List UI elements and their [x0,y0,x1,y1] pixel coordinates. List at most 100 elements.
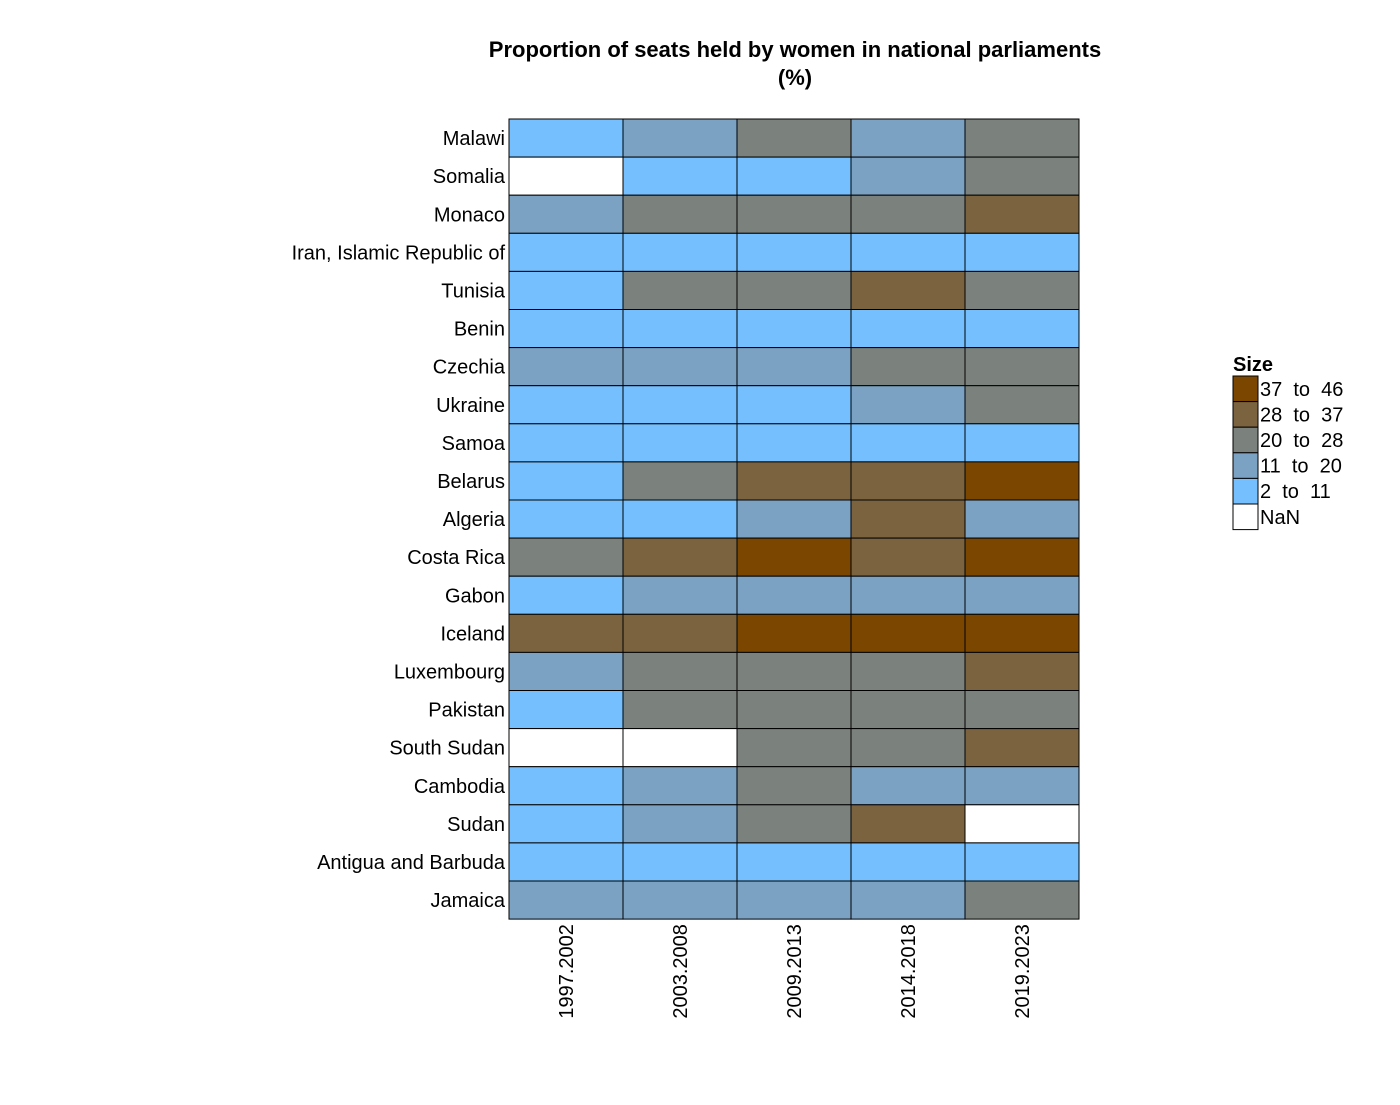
heatmap-cell-costa-rica-2019-2023 [964,537,1080,577]
heatmap-cell-pakistan-2003-2008 [622,690,738,730]
row-label-iran-islamic-republic-of: Iran, Islamic Republic of [292,242,506,264]
legend-swatch-2-to-11 [1232,477,1259,505]
heatmap-cell-ukraine-2014-2018 [850,385,966,425]
row-label-ukraine: Ukraine [436,395,505,417]
heatmap-cell-samoa-2014-2018 [850,423,966,463]
heatmap-cell-pakistan-2019-2023 [964,690,1080,730]
heatmap-cell-antigua-and-barbuda-1997-2002 [508,842,624,882]
heatmap-cell-ukraine-1997-2002 [508,385,624,425]
legend-label-nan: NaN [1260,507,1300,529]
heatmap-cell-czechia-2014-2018 [850,347,966,387]
heatmap-cell-gabon-2019-2023 [964,575,1080,615]
heatmap-cell-sudan-1997-2002 [508,804,624,844]
row-label-algeria: Algeria [443,509,506,531]
heatmap-cell-cambodia-2019-2023 [964,766,1080,806]
heatmap-cell-sudan-2009-2013 [736,804,852,844]
heatmap-cell-costa-rica-2003-2008 [622,537,738,577]
heatmap-cell-somalia-1997-2002 [508,156,624,196]
heatmap-cell-ukraine-2019-2023 [964,385,1080,425]
heatmap-cell-antigua-and-barbuda-2003-2008 [622,842,738,882]
heatmap-cell-cambodia-1997-2002 [508,766,624,806]
heatmap-cell-luxembourg-2019-2023 [964,651,1080,692]
heatmap-cell-iceland-2019-2023 [964,613,1080,653]
heatmap-cell-tunisia-2003-2008 [622,270,738,310]
heatmap-cell-iran-islamic-republic-of-2009-2013 [736,232,852,272]
heatmap-cell-algeria-2019-2023 [964,499,1080,539]
heatmap-cell-costa-rica-1997-2002 [508,537,624,577]
heatmap-cell-pakistan-1997-2002 [508,690,624,730]
heatmap-cell-samoa-2003-2008 [622,423,738,463]
legend-label-37-to-46: 37 to 46 [1260,379,1343,401]
row-label-antigua-and-barbuda: Antigua and Barbuda [317,852,506,874]
heatmap-cell-monaco-2019-2023 [964,194,1080,234]
heatmap-cell-belarus-2019-2023 [964,461,1080,501]
heatmap-cell-belarus-2014-2018 [850,461,966,501]
row-label-belarus: Belarus [437,471,505,493]
heatmap-cell-monaco-2009-2013 [736,194,852,234]
heatmap-cell-czechia-1997-2002 [508,347,624,387]
row-label-malawi: Malawi [443,128,505,150]
heatmap-cell-benin-2009-2013 [736,309,852,349]
heatmap-cell-gabon-2014-2018 [850,575,966,615]
heatmap-cell-sudan-2003-2008 [622,804,738,844]
heatmap-cell-costa-rica-2009-2013 [736,537,852,577]
heatmap-cell-luxembourg-1997-2002 [508,651,624,692]
column-label-2003-2008: 2003.2008 [670,924,692,1019]
legend-swatch-11-to-20 [1232,452,1259,479]
column-labels: 1997.2002 2003.2008 2009.2013 2014.2018 2019… [556,924,1034,1019]
heatmap-cell-algeria-1997-2002 [508,499,624,539]
chart-title: Proportion of seats held by women in nat… [489,37,1101,62]
row-label-south-sudan: South Sudan [389,738,505,760]
row-label-czechia: Czechia [433,357,506,379]
heatmap-cell-malawi-2009-2013 [736,118,852,158]
legend-swatch-nan [1232,503,1259,531]
heatmap-cell-costa-rica-2014-2018 [850,537,966,577]
heatmap-cell-south-sudan-1997-2002 [508,728,624,768]
heatmap-cell-samoa-1997-2002 [508,423,624,463]
heatmap-cell-jamaica-2014-2018 [850,880,966,920]
legend-title: Size [1233,354,1273,376]
heatmap-cell-antigua-and-barbuda-2019-2023 [964,842,1080,882]
heatmap-cell-gabon-1997-2002 [508,575,624,615]
heatmap-cell-monaco-1997-2002 [508,194,624,234]
legend-swatch-28-to-37 [1232,401,1259,428]
heatmap-cell-iceland-2014-2018 [850,613,966,653]
heatmap-cell-south-sudan-2014-2018 [850,728,966,768]
heatmap-cell-malawi-1997-2002 [508,118,624,158]
heatmap-cell-czechia-2003-2008 [622,347,738,387]
heatmap-cell-iran-islamic-republic-of-2003-2008 [622,232,738,272]
legend-swatch-37-to-46 [1232,375,1259,403]
legend: Size 37 to 46 28 to 37 20 to 28 11 to 20 2 t… [1232,354,1343,531]
heatmap-cell-benin-2019-2023 [964,309,1080,349]
row-label-benin: Benin [454,319,505,341]
heatmap-cell-belarus-2009-2013 [736,461,852,501]
heatmap-cell-belarus-2003-2008 [622,461,738,501]
row-label-somalia: Somalia [433,166,506,188]
heatmap-cell-monaco-2014-2018 [850,194,966,234]
row-label-cambodia: Cambodia [414,776,506,798]
row-label-costa-rica: Costa Rica [407,547,506,569]
heatmap-cell-gabon-2003-2008 [622,575,738,615]
heatmap-cell-tunisia-2009-2013 [736,270,852,310]
heatmap-cell-algeria-2009-2013 [736,499,852,539]
heatmap-cell-somalia-2019-2023 [964,156,1080,196]
heatmap-cell-belarus-1997-2002 [508,461,624,501]
heatmap-cell-iran-islamic-republic-of-2014-2018 [850,232,966,272]
legend-label-2-to-11: 2 to 11 [1260,481,1331,503]
heatmap-cell-benin-2003-2008 [622,309,738,349]
heatmap-cell-iran-islamic-republic-of-2019-2023 [964,232,1080,272]
heatmap-cell-jamaica-2019-2023 [964,880,1080,920]
heatmap-cell-monaco-2003-2008 [622,194,738,234]
legend-label-20-to-28: 20 to 28 [1260,430,1343,452]
heatmap-cell-south-sudan-2009-2013 [736,728,852,768]
heatmap-cell-pakistan-2014-2018 [850,690,966,730]
heatmap-cell-somalia-2003-2008 [622,156,738,196]
legend-label-11-to-20: 11 to 20 [1260,456,1342,478]
legend-label-28-to-37: 28 to 37 [1260,404,1343,426]
chart-subtitle: (%) [778,65,812,90]
heatmap-cell-cambodia-2014-2018 [850,766,966,806]
row-label-gabon: Gabon [445,585,505,607]
heatmap-grid [508,118,1080,920]
